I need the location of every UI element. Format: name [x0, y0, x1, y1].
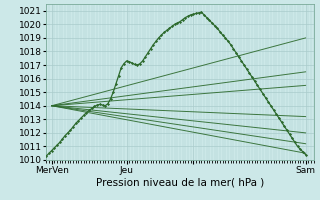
X-axis label: Pression niveau de la mer( hPa ): Pression niveau de la mer( hPa )	[96, 177, 264, 187]
